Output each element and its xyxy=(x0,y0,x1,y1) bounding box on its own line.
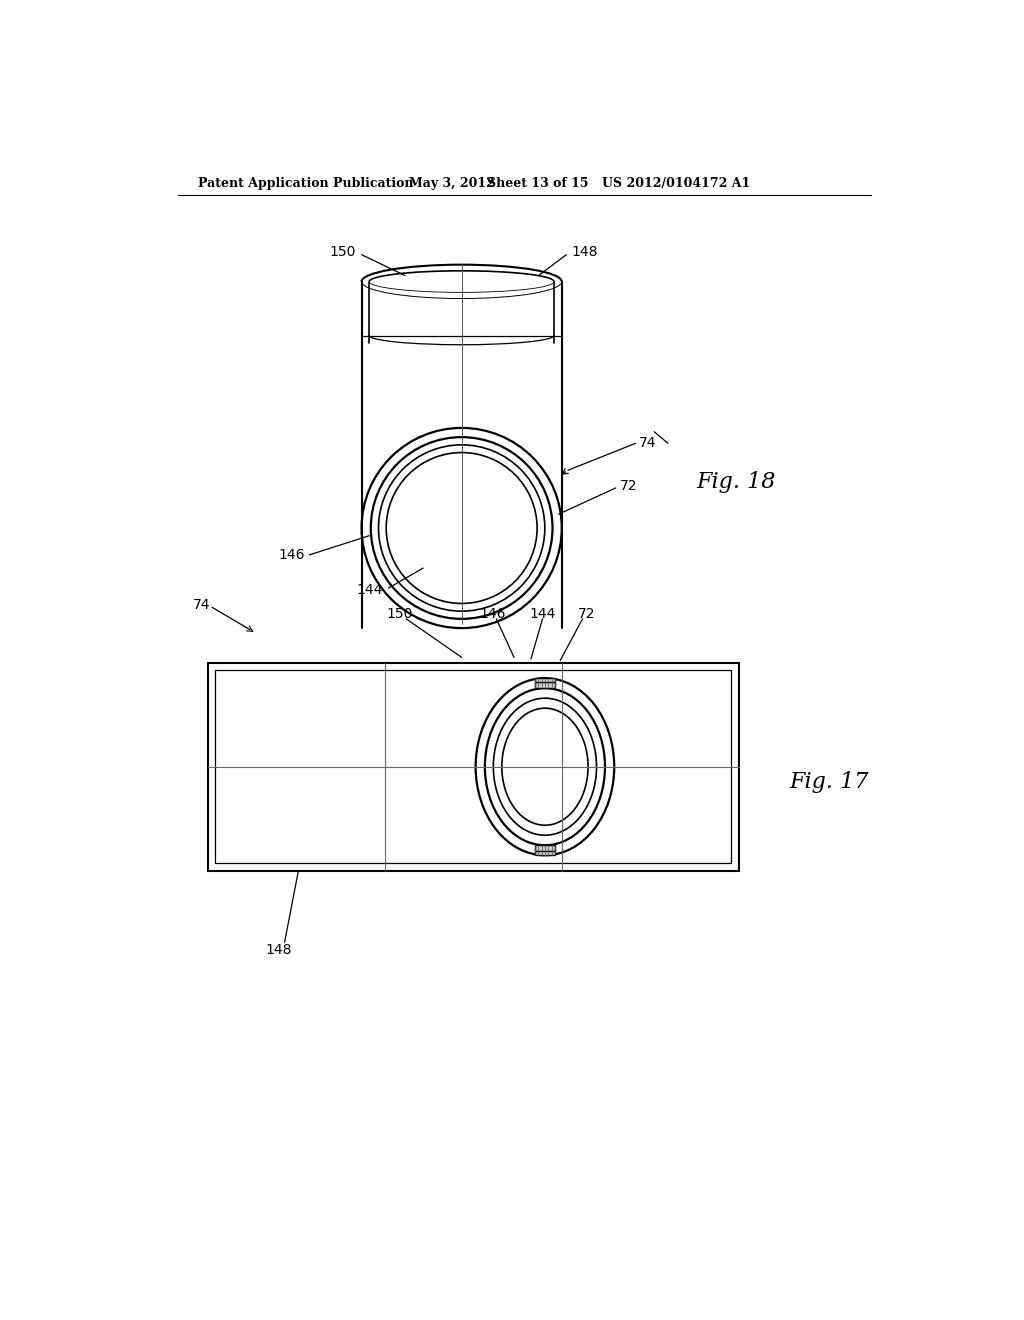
Text: 72: 72 xyxy=(578,607,595,622)
Text: 150: 150 xyxy=(329,246,355,259)
Text: Sheet 13 of 15: Sheet 13 of 15 xyxy=(487,177,589,190)
Bar xyxy=(215,671,731,863)
Text: 150: 150 xyxy=(387,607,414,622)
Text: 144: 144 xyxy=(356,582,383,597)
Text: US 2012/0104172 A1: US 2012/0104172 A1 xyxy=(602,177,750,190)
Text: 74: 74 xyxy=(639,437,656,450)
Text: 74: 74 xyxy=(194,598,211,612)
Text: Patent Application Publication: Patent Application Publication xyxy=(199,177,414,190)
Text: 146: 146 xyxy=(279,548,304,562)
Bar xyxy=(208,663,739,871)
Text: 146: 146 xyxy=(479,607,506,622)
Bar xyxy=(535,845,555,851)
Bar xyxy=(535,682,555,688)
Text: 148: 148 xyxy=(265,942,292,957)
Text: 148: 148 xyxy=(571,246,597,259)
Text: May 3, 2012: May 3, 2012 xyxy=(410,177,496,190)
Bar xyxy=(535,849,555,855)
Bar xyxy=(535,678,555,684)
Text: Fig. 18: Fig. 18 xyxy=(696,471,776,492)
Text: 72: 72 xyxy=(621,479,638,492)
Text: 144: 144 xyxy=(529,607,556,622)
Text: Fig. 17: Fig. 17 xyxy=(788,771,868,793)
